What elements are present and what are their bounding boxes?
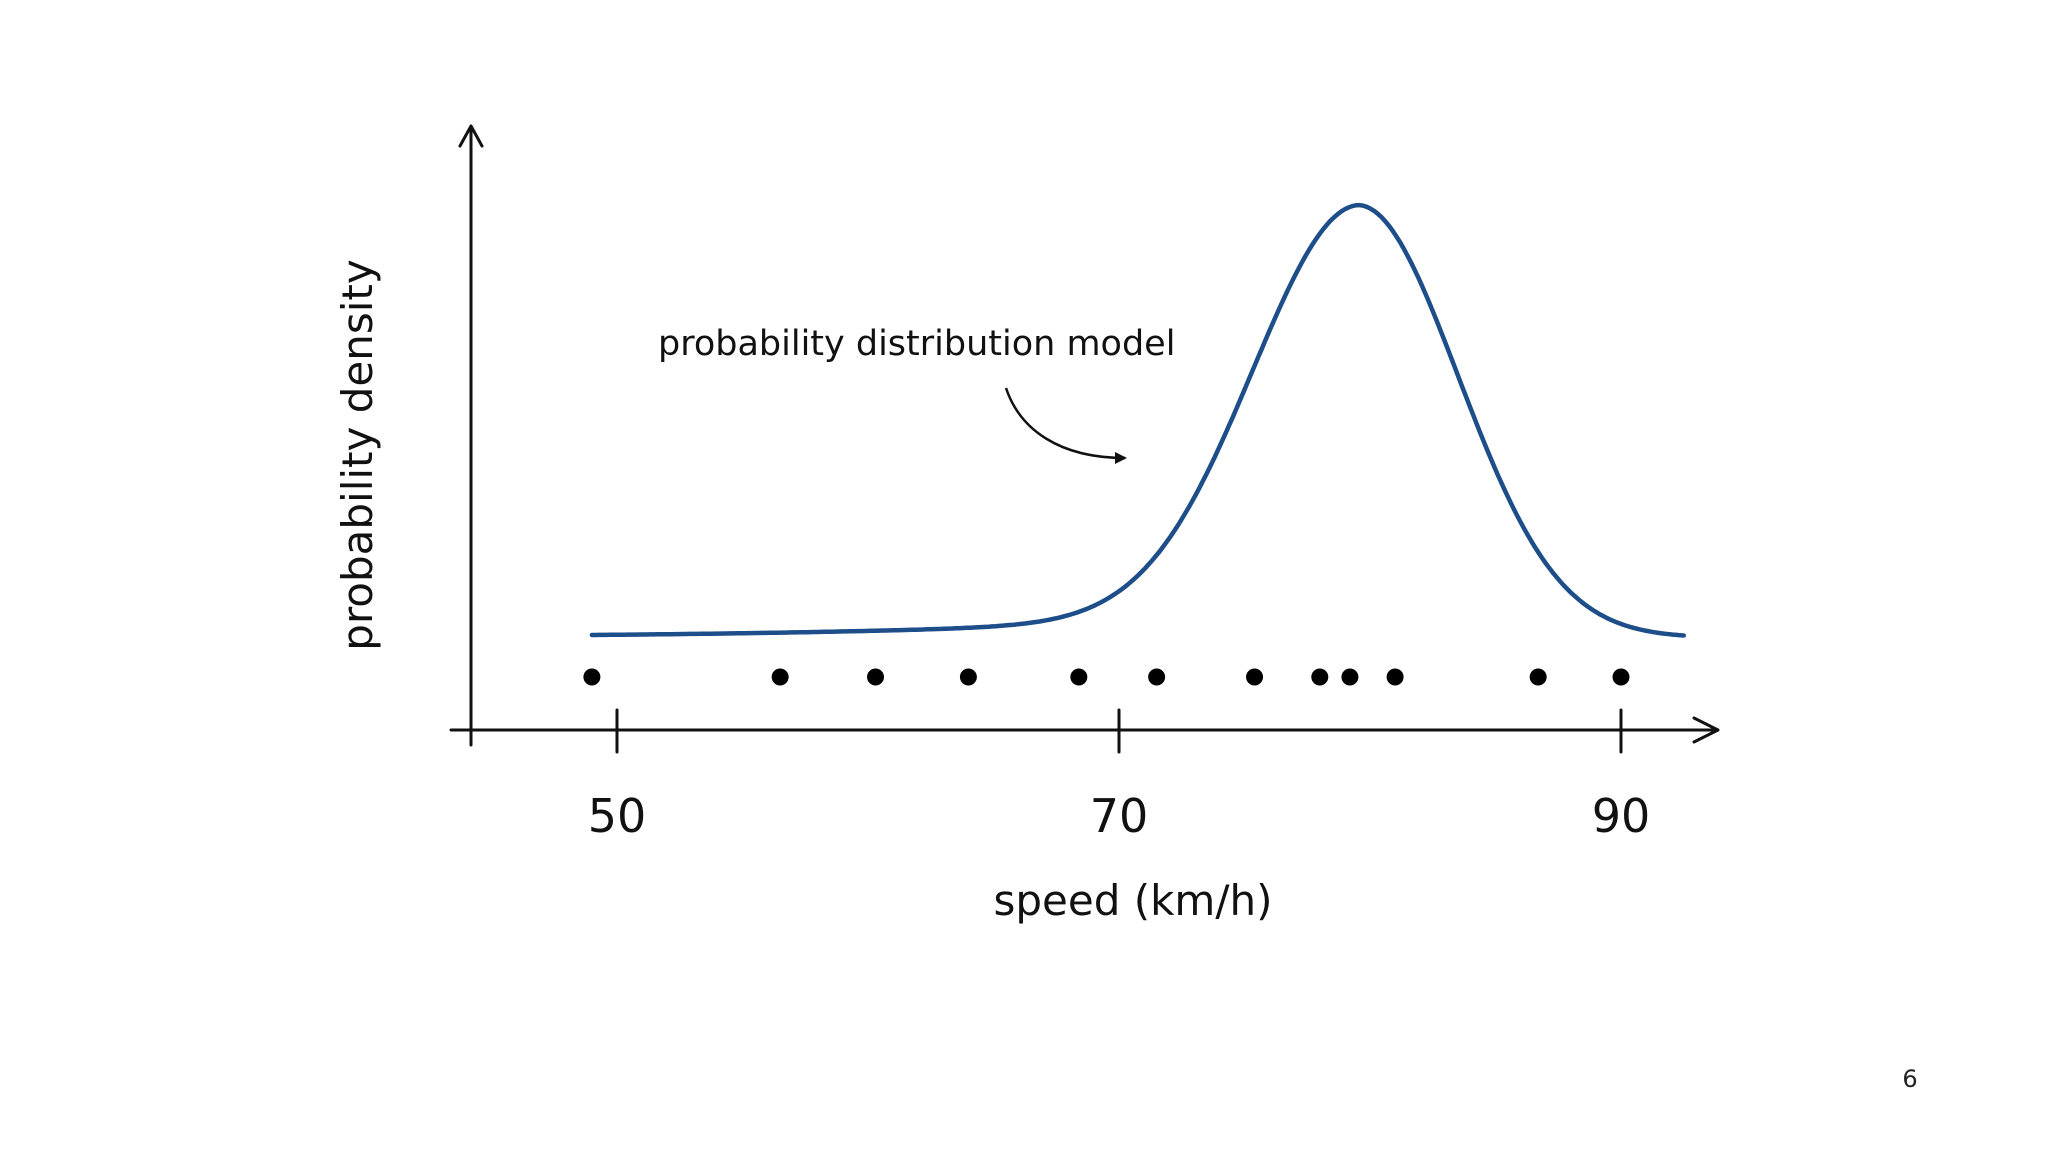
data-point — [583, 668, 601, 686]
x-tick-label-90: 90 — [1592, 789, 1651, 843]
x-tick-label-70: 70 — [1090, 789, 1149, 843]
data-point — [1529, 668, 1547, 686]
data-point — [1386, 668, 1404, 686]
data-point — [1341, 668, 1359, 686]
data-point — [1148, 668, 1166, 686]
x-ticks: 50 70 90 — [588, 708, 1651, 843]
data-point — [1246, 668, 1264, 686]
y-axis-arrow-icon — [458, 124, 484, 148]
curve-annotation: probability distribution model — [658, 324, 1175, 364]
data-point — [1612, 668, 1630, 686]
data-point — [1070, 668, 1088, 686]
density-curve — [589, 202, 1687, 638]
annotation-arrow-icon — [1004, 387, 1127, 464]
data-points — [583, 668, 1630, 686]
data-point — [771, 668, 789, 686]
data-point — [959, 668, 977, 686]
x-axis-label: speed (km/h) — [993, 876, 1272, 925]
x-axis-arrow-icon — [1692, 716, 1720, 744]
data-point — [867, 668, 885, 686]
page-number: 6 — [1902, 1065, 1917, 1093]
axes — [449, 124, 1720, 747]
data-point — [1311, 668, 1329, 686]
y-axis-label: probability density — [333, 259, 382, 650]
x-tick-label-50: 50 — [588, 789, 647, 843]
